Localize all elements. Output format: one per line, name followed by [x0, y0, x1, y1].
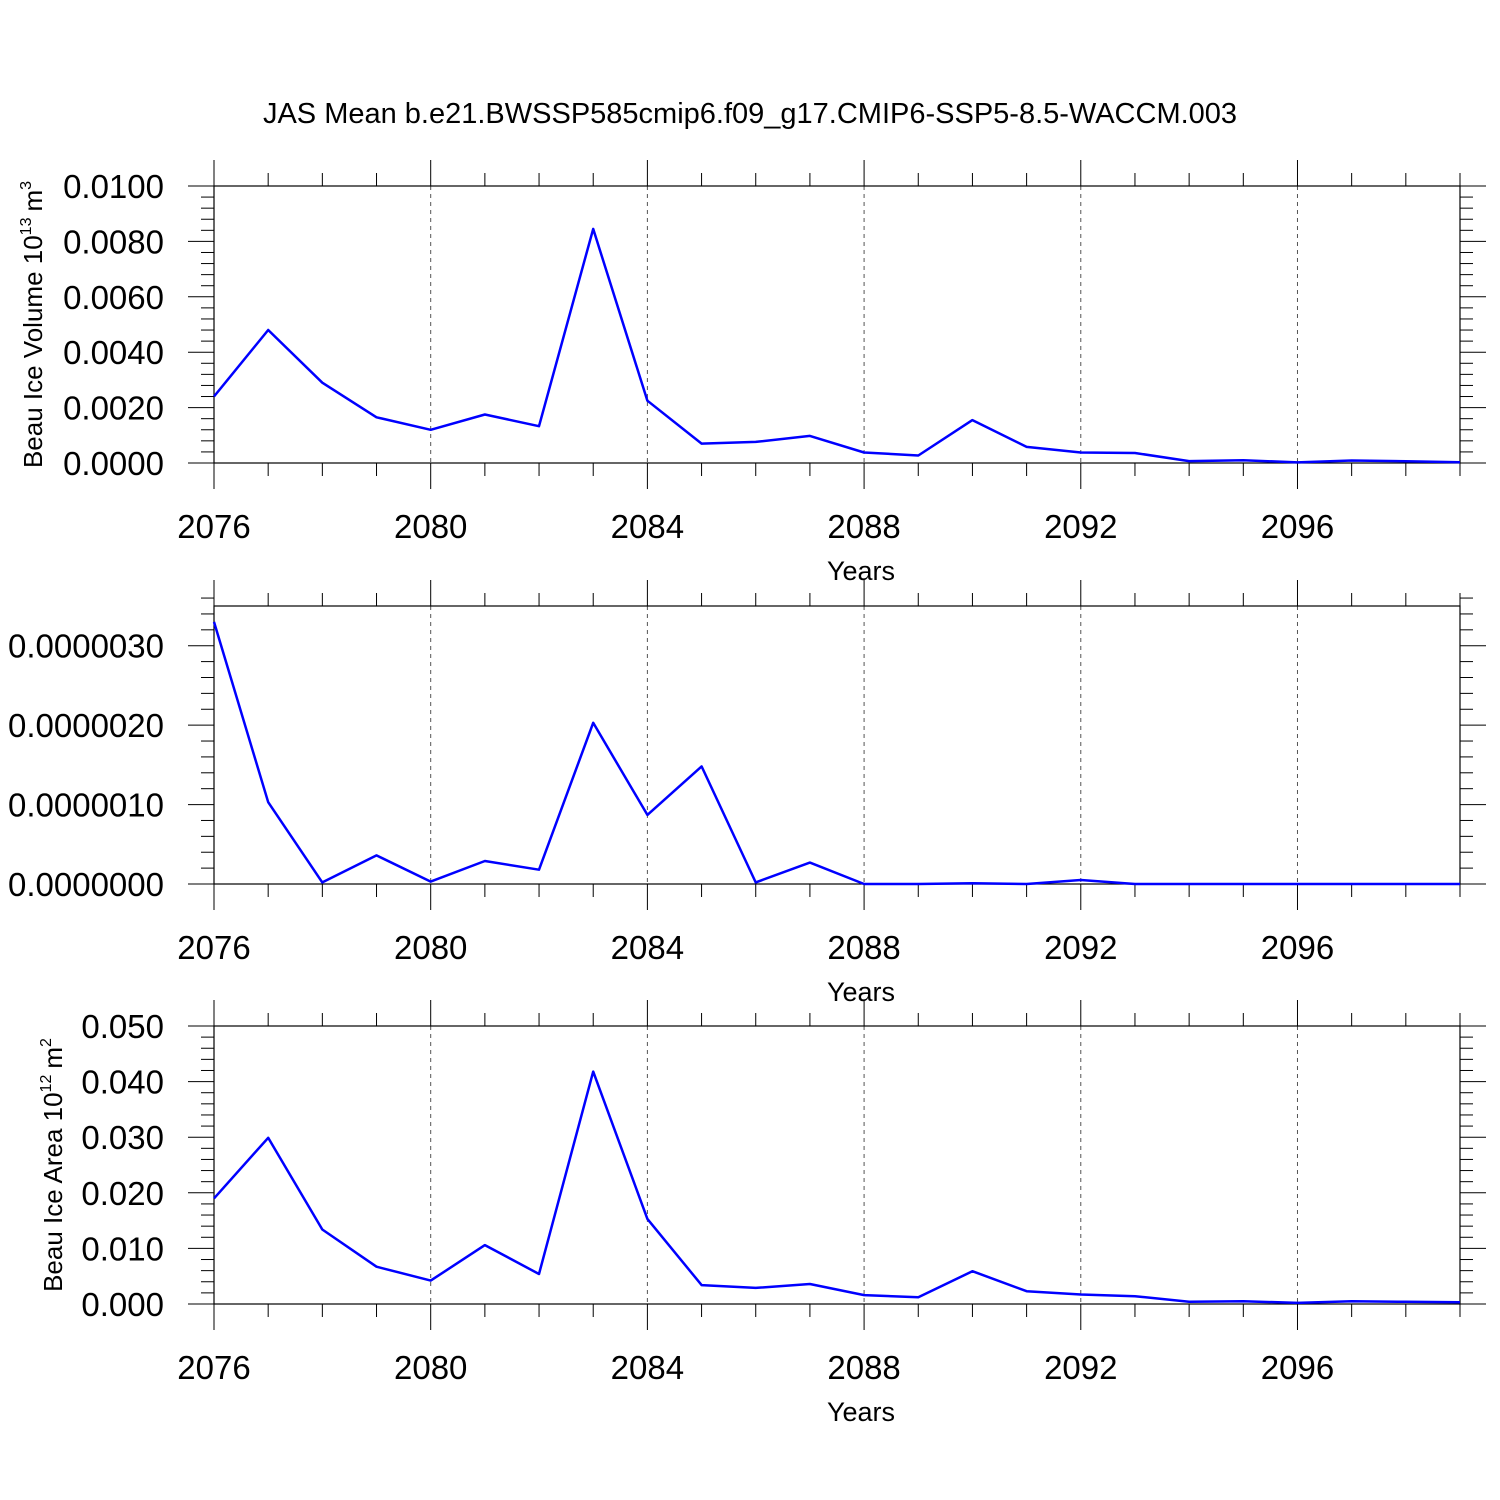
y-tick-label: 0.0000030 — [8, 628, 164, 665]
y-tick-label: 0.020 — [81, 1175, 164, 1212]
x-tick-label: 2084 — [611, 1349, 684, 1386]
plot-frame — [213, 1025, 1461, 1305]
panel-1: 2076 2080 2084 2088 2092 2096 0.0000 0.0020 0.00… — [18, 160, 1486, 586]
x-tick-label: 2088 — [827, 929, 900, 966]
y-axis-label-text: Beau Ice Area 10 — [38, 1092, 68, 1291]
x-tick-label: 2092 — [1044, 1349, 1117, 1386]
figure-title: JAS Mean b.e21.BWSSP585cmip6.f09_g17.CMI… — [263, 98, 1237, 130]
x-tick-label: 2076 — [177, 929, 250, 966]
y-axis-label: Beau Ice Area 1012 m2 — [38, 1038, 68, 1292]
y-tick-label: 0.010 — [81, 1230, 164, 1267]
x-tick-label: 2088 — [827, 508, 900, 545]
x-tick-label: 2080 — [394, 508, 467, 545]
x-tick-label: 2096 — [1261, 1349, 1334, 1386]
y-tick-label: 0.030 — [81, 1119, 164, 1156]
x-tick-label: 2096 — [1261, 508, 1334, 545]
y-tick-label: 0.0100 — [63, 168, 164, 205]
x-axis-label: Years — [827, 1397, 895, 1427]
x-axis-label: Years — [827, 977, 895, 1007]
x-tick-label: 2076 — [177, 1349, 250, 1386]
y-tick-label: 0.0000 — [63, 445, 164, 482]
plot-frame — [213, 185, 1461, 464]
y-tick-label: 0.040 — [81, 1064, 164, 1101]
y-tick-label: 0.050 — [81, 1008, 164, 1045]
panel-2: 2076 2080 2084 2088 2092 2096 0.0000000 0.00000… — [8, 580, 1486, 1007]
y-tick-label: 0.0000010 — [8, 787, 164, 824]
y-tick-label: 0.0060 — [63, 279, 164, 316]
x-tick-label: 2088 — [827, 1349, 900, 1386]
y-axis-label-exponent: 12 — [38, 1075, 55, 1093]
x-tick-label: 2096 — [1261, 929, 1334, 966]
plot-frame — [213, 605, 1461, 885]
x-tick-label: 2080 — [394, 929, 467, 966]
y-tick-label: 0.0040 — [63, 334, 164, 371]
y-axis-label-unit: m — [38, 1047, 68, 1069]
x-tick-label: 2092 — [1044, 929, 1117, 966]
y-tick-label: 0.0020 — [63, 390, 164, 427]
y-axis-label: Beau Ice Volume 1013 m3 — [18, 181, 48, 468]
series-line — [212, 621, 1460, 886]
x-tick-label: 2084 — [611, 508, 684, 545]
y-axis-label-unit: m — [18, 190, 48, 212]
y-tick-label: 0.000 — [81, 1286, 164, 1323]
y-axis-label-exponent: 13 — [18, 217, 35, 235]
y-tick-label: 0.0000020 — [8, 707, 164, 744]
x-tick-label: 2092 — [1044, 508, 1117, 545]
x-tick-label: 2084 — [611, 929, 684, 966]
x-tick-label: 2076 — [177, 508, 250, 545]
y-axis-label-text: Beau Ice Volume 10 — [18, 235, 48, 468]
y-axis-label-unit-exponent: 2 — [38, 1038, 55, 1047]
panel-3: 2076 2080 2084 2088 2092 2096 0.000 0.010 0.020 0… — [38, 1000, 1486, 1427]
series-line — [213, 1070, 1461, 1305]
y-axis-label-unit-exponent: 3 — [18, 181, 35, 190]
series-line — [213, 227, 1461, 464]
y-tick-label: 0.0000000 — [8, 866, 164, 903]
y-tick-label: 0.0080 — [63, 223, 164, 260]
x-tick-label: 2080 — [394, 1349, 467, 1386]
x-axis-label: Years — [827, 556, 895, 586]
